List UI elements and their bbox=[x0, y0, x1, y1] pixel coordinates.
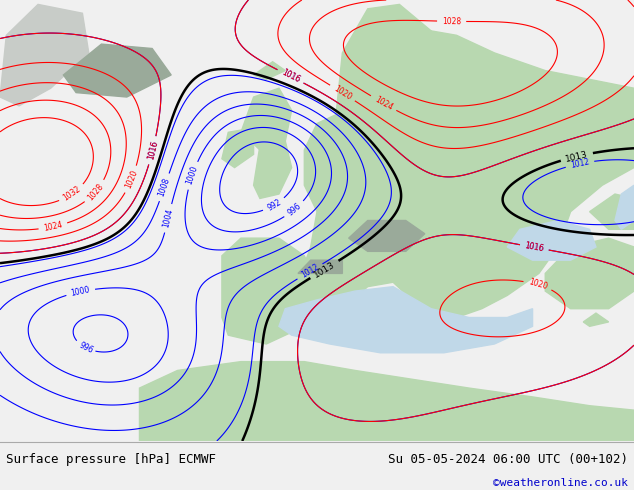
Text: 996: 996 bbox=[78, 341, 95, 355]
Polygon shape bbox=[298, 260, 342, 273]
Text: ©weatheronline.co.uk: ©weatheronline.co.uk bbox=[493, 478, 628, 488]
Text: 1016: 1016 bbox=[280, 68, 301, 85]
Text: 1004: 1004 bbox=[162, 208, 175, 229]
Polygon shape bbox=[507, 220, 596, 260]
Text: 1016: 1016 bbox=[146, 140, 159, 161]
Polygon shape bbox=[254, 62, 285, 79]
Text: Surface pressure [hPa] ECMWF: Surface pressure [hPa] ECMWF bbox=[6, 453, 216, 466]
Polygon shape bbox=[349, 220, 425, 251]
Polygon shape bbox=[254, 141, 292, 198]
Text: 1016: 1016 bbox=[524, 241, 545, 253]
Text: 992: 992 bbox=[266, 197, 283, 213]
Text: 1012: 1012 bbox=[569, 157, 590, 170]
Polygon shape bbox=[222, 238, 317, 344]
Text: 1024: 1024 bbox=[373, 95, 394, 112]
Text: 1016: 1016 bbox=[280, 68, 301, 85]
Polygon shape bbox=[583, 313, 609, 326]
Text: 1028: 1028 bbox=[442, 17, 462, 26]
Polygon shape bbox=[139, 362, 634, 441]
Polygon shape bbox=[279, 287, 533, 353]
Polygon shape bbox=[222, 128, 254, 168]
Polygon shape bbox=[0, 4, 89, 106]
Polygon shape bbox=[545, 238, 634, 309]
Polygon shape bbox=[241, 88, 292, 150]
Text: 1008: 1008 bbox=[157, 177, 172, 198]
Text: 1032: 1032 bbox=[61, 185, 82, 203]
Text: 1020: 1020 bbox=[124, 169, 139, 190]
Text: 1024: 1024 bbox=[42, 220, 63, 233]
Text: 996: 996 bbox=[286, 201, 303, 218]
Polygon shape bbox=[615, 185, 634, 229]
Polygon shape bbox=[336, 115, 361, 137]
Polygon shape bbox=[63, 44, 171, 97]
Text: 1016: 1016 bbox=[146, 140, 159, 161]
Polygon shape bbox=[336, 4, 431, 132]
Text: Su 05-05-2024 06:00 UTC (00+102): Su 05-05-2024 06:00 UTC (00+102) bbox=[387, 453, 628, 466]
Text: 1028: 1028 bbox=[86, 182, 105, 202]
Polygon shape bbox=[298, 31, 634, 326]
Text: 1000: 1000 bbox=[70, 285, 91, 298]
Text: 1012: 1012 bbox=[299, 263, 320, 280]
Polygon shape bbox=[590, 194, 634, 229]
Text: 1020: 1020 bbox=[332, 84, 353, 102]
Polygon shape bbox=[178, 370, 203, 388]
Text: 1013: 1013 bbox=[313, 260, 337, 279]
Text: 1016: 1016 bbox=[524, 241, 545, 253]
Text: 1020: 1020 bbox=[527, 278, 548, 292]
Text: 1000: 1000 bbox=[185, 165, 200, 186]
Text: 1013: 1013 bbox=[564, 149, 589, 164]
